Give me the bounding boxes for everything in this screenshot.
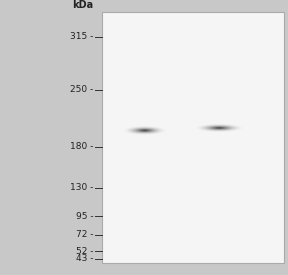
FancyBboxPatch shape [102,12,284,263]
Text: 52 -: 52 - [76,247,94,256]
Text: 72 -: 72 - [76,230,94,240]
Text: 130 -: 130 - [70,183,94,192]
Text: 250 -: 250 - [70,85,94,94]
Text: 315 -: 315 - [70,32,94,41]
Text: kDa: kDa [73,0,94,10]
Text: 43 -: 43 - [76,254,94,263]
Text: 180 -: 180 - [70,142,94,151]
Text: 95 -: 95 - [76,212,94,221]
